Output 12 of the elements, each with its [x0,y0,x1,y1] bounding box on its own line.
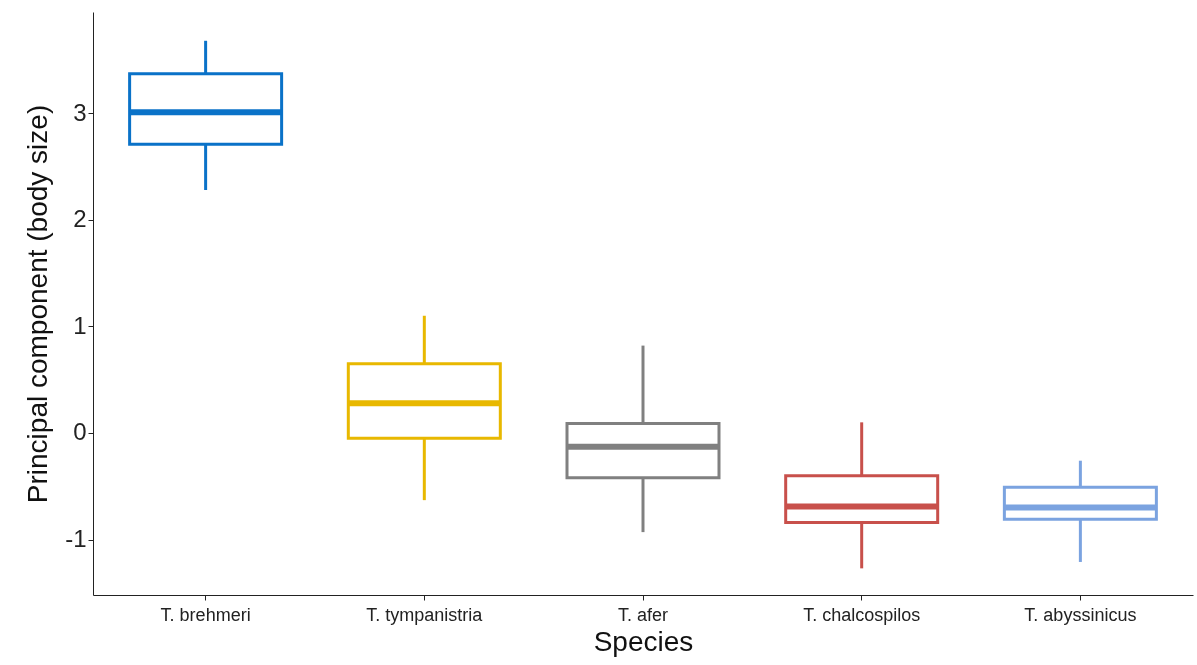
y-axis-title: Principal component (body size) [22,104,54,504]
x-tick-label: T. tympanistria [366,604,484,625]
x-tick-label: T. afer [617,604,669,625]
x-tick-label: T. brehmeri [160,604,251,625]
y-tick-label: 2 [73,205,87,233]
y-tick-label: 1 [73,311,87,339]
y-tick-label: -1 [65,525,87,553]
y-tick-label: 0 [73,418,87,446]
x-tick-label: T. chalcospilos [803,604,921,625]
x-axis-title: Species [593,625,694,657]
x-tick-label: T. abyssinicus [1024,604,1137,625]
y-tick-label: 3 [73,98,87,126]
